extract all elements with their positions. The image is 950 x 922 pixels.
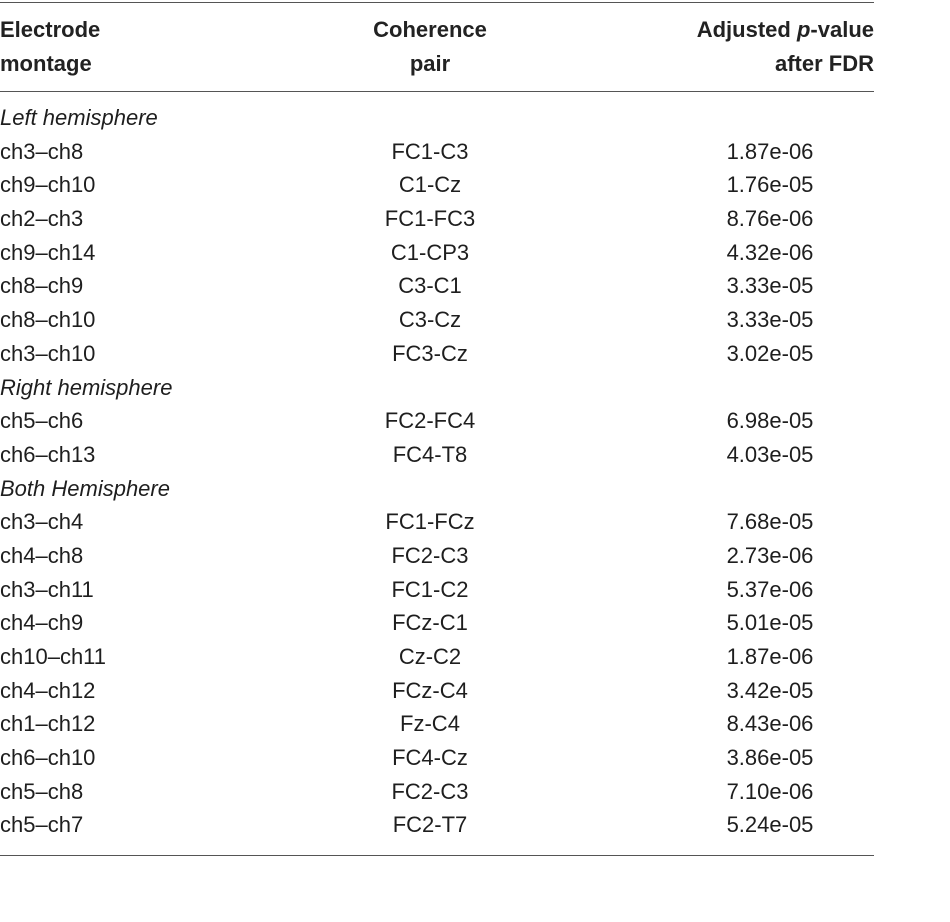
header-col3-line2: after FDR <box>774 51 874 76</box>
table-row: ch4–ch8 FC2-C3 2.73e-06 <box>0 539 874 573</box>
montage-cell: ch3–ch11 <box>0 576 94 602</box>
p-value-cell: 3.86e-05 <box>726 745 814 771</box>
montage-cell: ch3–ch10 <box>0 340 96 366</box>
table-row: ch9–ch10 C1-Cz 1.76e-05 <box>0 168 874 202</box>
coherence-pair-cell: FC1-C3 <box>391 138 469 164</box>
p-value-cell: 5.37e-06 <box>726 576 814 602</box>
montage-cell: ch1–ch12 <box>0 711 96 737</box>
table-row: ch3–ch11 FC1-C2 5.37e-06 <box>0 573 874 607</box>
coherence-pair-cell: C3-C1 <box>398 273 462 299</box>
table-row: ch5–ch8 FC2-C3 7.10e-06 <box>0 775 874 809</box>
coherence-pair-cell: Cz-C2 <box>398 644 462 669</box>
p-value-cell: 3.42e-05 <box>726 677 814 703</box>
coherence-pair-cell: Fz-C4 <box>400 711 460 737</box>
coherence-pair-cell: FC2-FC4 <box>384 408 476 434</box>
header-col2-line2: pair <box>409 51 451 76</box>
coherence-pair-cell: FC1-C2 <box>391 576 469 602</box>
header-col3-line1: Adjusted p-value <box>640 13 874 47</box>
montage-cell: ch5–ch8 <box>0 778 84 804</box>
p-value-cell: 6.98e-05 <box>726 408 814 434</box>
table-row: ch6–ch10 FC4-Cz 3.86e-05 <box>0 741 874 775</box>
p-value-cell: 2.73e-06 <box>726 542 814 568</box>
table-bottom-rule <box>0 855 874 856</box>
table-body: Left hemisphere ch3–ch8 FC1-C3 1.87e-06 ch9–… <box>0 101 874 842</box>
table-row: ch4–ch12 FCz-C4 3.42e-05 <box>0 674 874 708</box>
table-top-rule <box>0 2 874 3</box>
montage-cell: ch8–ch10 <box>0 307 96 333</box>
coherence-pair-cell: FC1-FCz <box>385 509 475 535</box>
section-label: Left hemisphere <box>0 105 158 130</box>
montage-cell: ch5–ch7 <box>0 812 84 838</box>
coherence-pair-cell: C1-CP3 <box>390 239 470 265</box>
montage-cell: ch4–ch8 <box>0 542 84 568</box>
coherence-pair-cell: FCz-C1 <box>392 610 468 636</box>
table-row: ch2–ch3 FC1-FC3 8.76e-06 <box>0 202 874 236</box>
table-row: ch3–ch8 FC1-C3 1.87e-06 <box>0 135 874 169</box>
coherence-pair-cell: FC2-C3 <box>391 542 469 568</box>
header-col2-line1: Coherence <box>373 17 487 42</box>
header-col3-pre: Adjusted <box>696 17 797 42</box>
coherence-pair-cell: FC2-T7 <box>392 812 468 838</box>
section-heading: Right hemisphere <box>0 371 874 405</box>
montage-cell: ch5–ch6 <box>0 408 84 434</box>
header-electrode-montage: Electrode montage <box>0 13 200 81</box>
p-value-cell: 3.33e-05 <box>726 307 814 333</box>
coherence-pair-cell: FC1-FC3 <box>384 206 476 232</box>
table-row: ch1–ch12 Fz-C4 8.43e-06 <box>0 707 874 741</box>
section-heading: Left hemisphere <box>0 101 874 135</box>
table-row: ch5–ch7 FC2-T7 5.24e-05 <box>0 808 874 842</box>
p-value-cell: 3.02e-05 <box>726 340 814 366</box>
p-value-cell: 4.03e-05 <box>726 441 814 467</box>
table-row: ch8–ch9 C3-C1 3.33e-05 <box>0 269 874 303</box>
header-coherence-pair: Coherence pair <box>330 13 530 81</box>
table-header-rule <box>0 91 874 92</box>
p-value-cell: 4.32e-06 <box>726 239 814 265</box>
p-value-cell: 1.87e-06 <box>726 644 814 669</box>
table-row: ch3–ch4 FC1-FCz 7.68e-05 <box>0 505 874 539</box>
montage-cell: ch6–ch10 <box>0 745 96 771</box>
montage-cell: ch10–ch11 <box>0 644 107 669</box>
table-row: ch8–ch10 C3-Cz 3.33e-05 <box>0 303 874 337</box>
section-heading: Both Hemisphere <box>0 472 874 506</box>
montage-cell: ch9–ch14 <box>0 239 96 265</box>
p-value-cell: 1.76e-05 <box>726 172 814 198</box>
header-adjusted-p-value: Adjusted p-value after FDR <box>640 13 874 81</box>
header-col1-line1: Electrode <box>0 17 101 42</box>
coherence-pair-cell: FC2-C3 <box>391 778 469 804</box>
header-col3-p-italic: p <box>796 17 811 42</box>
p-value-cell: 3.33e-05 <box>726 273 814 299</box>
header-col1-line2: montage <box>0 51 92 76</box>
montage-cell: ch6–ch13 <box>0 441 96 467</box>
table-row: ch6–ch13 FC4-T8 4.03e-05 <box>0 438 874 472</box>
table-row: ch4–ch9 FCz-C1 5.01e-05 <box>0 606 874 640</box>
section-label: Both Hemisphere <box>0 475 170 501</box>
p-value-cell: 5.01e-05 <box>726 610 814 636</box>
p-value-cell: 7.68e-05 <box>726 509 814 535</box>
table-row: ch3–ch10 FC3-Cz 3.02e-05 <box>0 337 874 371</box>
table-row: ch10–ch11 Cz-C2 1.87e-06 <box>0 640 874 674</box>
section-label: Right hemisphere <box>0 374 173 400</box>
montage-cell: ch2–ch3 <box>0 206 84 232</box>
coherence-pair-cell: C3-Cz <box>398 307 462 333</box>
p-value-cell: 1.87e-06 <box>726 138 814 164</box>
header-col3-post: -value <box>810 17 874 42</box>
montage-cell: ch3–ch8 <box>0 138 84 164</box>
montage-cell: ch8–ch9 <box>0 273 84 299</box>
montage-cell: ch4–ch12 <box>0 677 96 703</box>
table-row: ch5–ch6 FC2-FC4 6.98e-05 <box>0 404 874 438</box>
coherence-pair-cell: C1-Cz <box>398 172 462 198</box>
p-value-cell: 8.43e-06 <box>726 711 814 737</box>
p-value-cell: 8.76e-06 <box>726 206 814 232</box>
p-value-cell: 5.24e-05 <box>726 812 814 838</box>
coherence-pair-cell: FC4-T8 <box>392 441 468 467</box>
coherence-pair-cell: FCz-C4 <box>392 677 468 703</box>
coherence-pair-cell: FC4-Cz <box>392 745 468 771</box>
p-value-cell: 7.10e-06 <box>726 778 814 804</box>
montage-cell: ch4–ch9 <box>0 610 84 636</box>
montage-cell: ch3–ch4 <box>0 509 84 535</box>
montage-cell: ch9–ch10 <box>0 172 96 198</box>
table-row: ch9–ch14 C1-CP3 4.32e-06 <box>0 236 874 270</box>
coherence-pair-cell: FC3-Cz <box>392 340 468 366</box>
